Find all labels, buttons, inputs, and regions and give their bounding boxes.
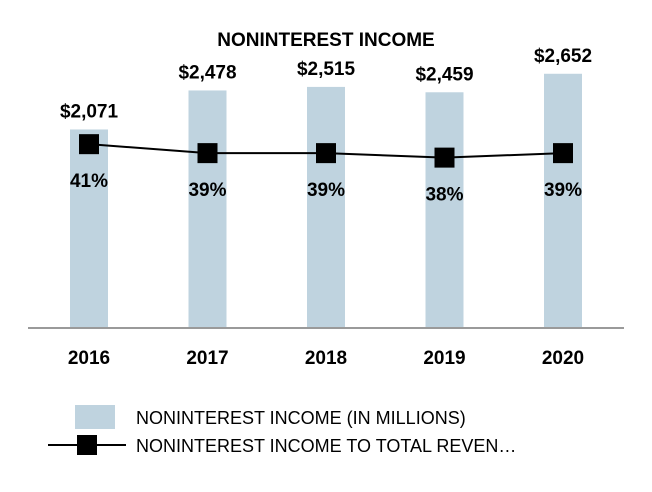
ratio-marker-2018 [316, 143, 336, 164]
x-tick-2018: 2018 [305, 348, 347, 369]
bar-value-label-2019: $2,459 [415, 64, 473, 85]
chart-title: NONINTEREST INCOME [217, 30, 434, 51]
legend: NONINTEREST INCOME (IN MILLIONS) NONINTE… [48, 405, 516, 456]
bar-value-label-2017: $2,478 [178, 62, 236, 83]
legend-bar-swatch [75, 405, 115, 429]
x-tick-2020: 2020 [542, 348, 584, 369]
ratio-label-2018: 39% [307, 180, 345, 201]
bar-2018 [307, 86, 345, 329]
ratio-label-2016: 41% [70, 171, 108, 192]
bar-2016 [70, 129, 108, 328]
ratio-marker-2017 [197, 143, 218, 164]
x-tick-2017: 2017 [186, 348, 228, 369]
bars-layer [70, 73, 582, 329]
bar-value-label-2020: $2,652 [534, 46, 592, 67]
ratio-label-2017: 39% [188, 180, 226, 201]
bar-value-label-2018: $2,515 [297, 59, 356, 80]
bar-2019 [425, 92, 464, 328]
bar-2017 [188, 90, 227, 328]
ratio-labels: 41% 39% 39% 38% 39% [70, 171, 582, 205]
bar-value-labels: $2,071 $2,478 $2,515 $2,459 $2,652 [60, 46, 592, 123]
ratio-label-2019: 38% [425, 185, 463, 206]
ratio-label-2020: 39% [544, 180, 582, 201]
x-tick-2016: 2016 [68, 348, 110, 369]
ratio-marker-2020 [553, 143, 573, 164]
bar-value-label-2016: $2,071 [60, 101, 119, 122]
x-tick-2019: 2019 [423, 348, 465, 369]
bar-2020 [544, 73, 582, 328]
ratio-line-layer [79, 134, 573, 168]
x-tick-labels: 2016 2017 2018 2019 2020 [68, 348, 584, 369]
ratio-marker-2016 [79, 134, 99, 155]
legend-line-label: NONINTEREST INCOME TO TOTAL REVEN… [136, 436, 516, 456]
legend-bar-label: NONINTEREST INCOME (IN MILLIONS) [136, 408, 466, 428]
ratio-marker-2019 [434, 147, 455, 168]
legend-line-marker [77, 435, 97, 455]
